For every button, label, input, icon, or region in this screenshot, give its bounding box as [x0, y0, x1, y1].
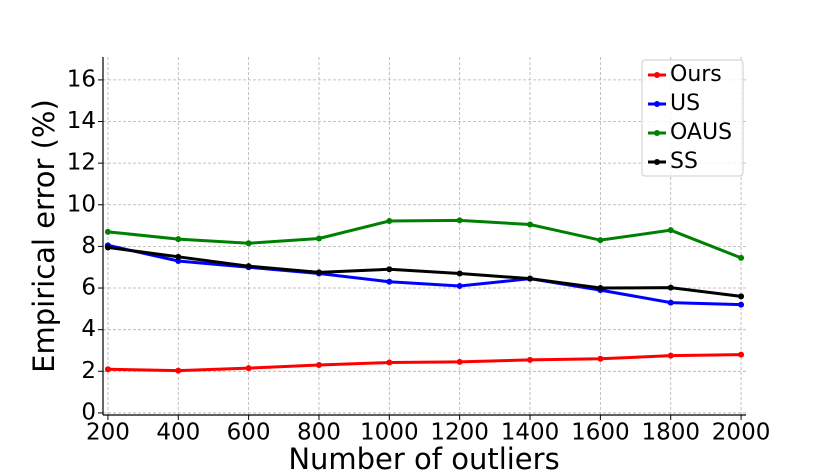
x-tick-label: 1600 — [571, 420, 630, 446]
point — [738, 301, 745, 308]
point — [667, 299, 674, 306]
y-tick-label: 8 — [81, 233, 96, 259]
y-tick-label: 12 — [67, 150, 96, 176]
point — [456, 282, 463, 289]
legend-label: US — [670, 91, 700, 116]
x-tick-label: 1800 — [641, 420, 700, 446]
point — [245, 365, 252, 372]
point — [456, 358, 463, 365]
x-tick-label: 200 — [86, 420, 130, 446]
x-tick-label: 1000 — [360, 420, 419, 446]
point — [104, 366, 111, 373]
point — [667, 284, 674, 291]
y-tick-label: 0 — [81, 399, 96, 425]
series-line — [107, 218, 742, 260]
point — [315, 235, 322, 242]
y-tick-label: 2 — [81, 358, 96, 384]
x-tick-label: 1400 — [501, 420, 560, 446]
point — [315, 269, 322, 276]
point — [104, 244, 111, 251]
legend-box — [641, 59, 744, 177]
legend-marker — [654, 101, 660, 107]
point — [527, 275, 534, 282]
point — [315, 362, 322, 369]
x-axis-label: Number of outliers — [288, 442, 559, 475]
point — [738, 351, 745, 358]
legend-marker — [654, 130, 660, 136]
point — [175, 253, 182, 260]
y-tick-label: 14 — [67, 108, 96, 134]
x-tick-label: 400 — [156, 420, 200, 446]
point — [175, 236, 182, 243]
legend-label: Ours — [670, 62, 722, 87]
legend-marker — [654, 159, 660, 165]
point — [386, 266, 393, 273]
legend-label: SS — [670, 149, 698, 174]
series-line — [107, 353, 742, 373]
x-tick-label: 800 — [297, 420, 341, 446]
x-tick-label: 2000 — [712, 420, 771, 446]
point — [104, 228, 111, 235]
legend-label: OAUS — [670, 120, 732, 145]
y-tick-label: 4 — [81, 316, 96, 342]
point — [527, 356, 534, 363]
point — [597, 285, 604, 292]
point — [738, 293, 745, 300]
point — [667, 227, 674, 234]
legend-marker — [654, 72, 660, 78]
point — [386, 278, 393, 285]
point — [597, 237, 604, 244]
point — [245, 240, 252, 247]
series-line — [107, 245, 742, 298]
y-tick-label: 10 — [67, 191, 96, 217]
y-tick-label: 6 — [81, 275, 96, 301]
point — [667, 352, 674, 359]
point — [386, 218, 393, 225]
point — [175, 257, 182, 264]
point — [527, 221, 534, 228]
point — [386, 359, 393, 366]
y-tick-label: 16 — [67, 66, 96, 92]
point — [245, 263, 252, 270]
point — [175, 367, 182, 374]
point — [597, 355, 604, 362]
x-tick-label: 600 — [227, 420, 271, 446]
point — [456, 270, 463, 277]
x-tick-label: 1200 — [430, 420, 489, 446]
y-axis-label: Empirical error (%) — [27, 99, 61, 373]
point — [738, 254, 745, 261]
point — [456, 217, 463, 224]
series-line — [107, 243, 742, 307]
